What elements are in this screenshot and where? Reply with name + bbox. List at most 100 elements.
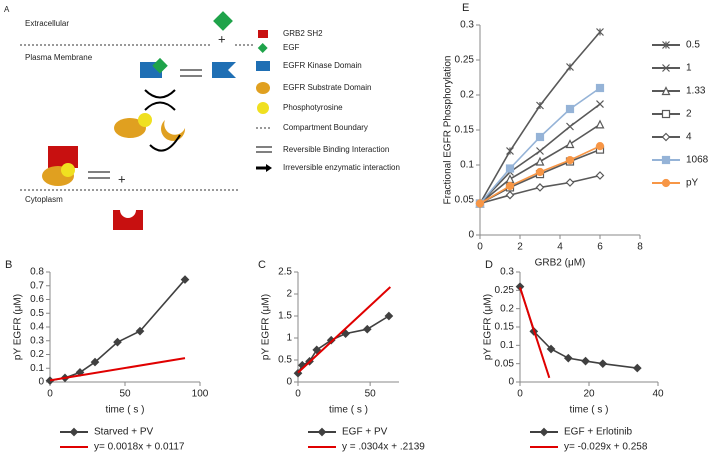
legend-icon: [266, 164, 272, 172]
x-tick-label: 40: [652, 389, 664, 400]
legend-text: Reversible Binding Interaction: [283, 145, 389, 154]
marker: [535, 167, 545, 177]
legend-label: 1068: [686, 155, 709, 166]
legend-label: y= 0.0018x + 0.0117: [94, 442, 185, 453]
marker: [595, 119, 605, 129]
legend-marker: [661, 109, 671, 119]
marker: [566, 122, 574, 131]
marker: [595, 83, 605, 93]
legend-marker: [317, 427, 327, 437]
legend-marker: [69, 427, 79, 437]
marker: [536, 101, 544, 110]
marker: [535, 132, 545, 142]
chart: C 0 0.5 1 1.5 2 2.5 0 50 time ( s ) pY EGFR (μM) EG…: [258, 259, 425, 453]
y-tick-label: 0.5: [278, 355, 292, 366]
y-tick-label: 0.25: [455, 55, 475, 66]
legend-label: 1.33: [686, 86, 706, 97]
marker: [341, 329, 350, 338]
y-tick-label: 2: [286, 289, 292, 300]
y-tick-label: 0.3: [30, 335, 44, 346]
marker: [384, 311, 394, 321]
egf-icon: [152, 57, 168, 74]
y-tick-label: 0: [508, 377, 514, 388]
x-tick-label: 0: [477, 242, 483, 253]
legend-icon: [256, 146, 272, 153]
y-tick-label: 0: [38, 377, 44, 388]
legend-label: 4: [686, 132, 692, 143]
y-tick-label: 0.1: [460, 160, 474, 171]
legend-label: y= -0.029x + 0.258: [564, 442, 648, 453]
legend-icon: [256, 82, 270, 94]
marker: [535, 156, 545, 166]
legend-label: pY: [686, 178, 699, 189]
legend-label: Starved + PV: [94, 427, 154, 438]
marker: [595, 142, 605, 151]
x-tick-label: 4: [557, 242, 563, 253]
marker: [581, 356, 590, 366]
legend-icon: [257, 102, 269, 114]
panel-label: C: [258, 259, 266, 271]
y-tick-label: 0: [286, 377, 292, 388]
marker: [565, 139, 575, 149]
marker: [90, 357, 100, 367]
marker: [535, 183, 545, 192]
marker: [113, 337, 122, 347]
substrate-icon: [114, 118, 146, 138]
marker: [563, 353, 573, 363]
x-tick-label: 50: [365, 389, 377, 400]
legend-marker: [661, 155, 671, 165]
reversible-arrow: [88, 171, 110, 179]
chart: D 0 0.05 0.1 0.15 0.2 0.25 0.3 0 20 40 time ( s ) pY…: [483, 259, 664, 453]
y-tick-label: 0.2: [460, 90, 474, 101]
marker: [546, 344, 556, 354]
marker: [565, 104, 575, 114]
marker: [312, 345, 322, 355]
marker: [536, 147, 544, 155]
y-tick-label: 0.3: [460, 20, 474, 31]
enzymatic-arrow: [149, 134, 181, 152]
marker: [180, 275, 190, 284]
x-tick-label: 0: [295, 389, 301, 400]
egf-icon: [213, 11, 233, 31]
series-line: [49, 357, 186, 382]
x-axis-label: GRB2 (μM): [535, 258, 586, 269]
legend-marker: [662, 41, 670, 49]
panel-label: B: [5, 259, 12, 271]
marker: [565, 178, 575, 187]
marker: [475, 199, 485, 208]
marker: [505, 181, 515, 191]
panel-label: A: [4, 5, 10, 14]
x-tick-label: 50: [119, 389, 131, 400]
y-tick-label: 1.5: [278, 311, 292, 322]
compartment: Plasma Membrane: [25, 53, 93, 62]
series-line: [49, 279, 186, 382]
cycle-arrow: [144, 89, 176, 111]
x-tick-label: 6: [597, 242, 603, 253]
legend-label: 2: [686, 109, 692, 120]
kinase-icon: [212, 62, 236, 78]
x-axis-label: time ( s ): [570, 405, 609, 416]
y-axis-label: pY EGFR (μM): [13, 294, 24, 360]
x-tick-label: 0: [47, 389, 53, 400]
y-tick-label: 0.7: [30, 280, 44, 291]
y-tick-label: 1: [286, 333, 292, 344]
legend-text: Phosphotyrosine: [283, 103, 343, 112]
compartment: Cytoplasm: [25, 195, 63, 204]
y-tick-label: 0.2: [30, 349, 44, 360]
legend-text: GRB2 SH2: [283, 29, 323, 38]
legend-marker: [539, 427, 549, 437]
legend-label: y = .0304x + .2139: [342, 442, 425, 453]
grb2-icon: [48, 146, 78, 168]
marker: [565, 156, 575, 165]
marker: [505, 174, 515, 184]
marker: [596, 100, 604, 109]
series-line: [297, 286, 392, 374]
y-tick-label: 0.05: [455, 195, 475, 206]
plus: +: [218, 31, 226, 46]
x-tick-label: 0: [517, 389, 523, 400]
y-tick-label: 0.3: [500, 267, 514, 278]
chart: E 0 0.05 0.1 0.15 0.2 0.25 0.3 0 2 4 6 8 GRB2 (μM) Fra…: [443, 2, 709, 269]
legend-text: Compartment Boundary: [283, 123, 368, 132]
y-tick-label: 0.05: [495, 358, 515, 369]
